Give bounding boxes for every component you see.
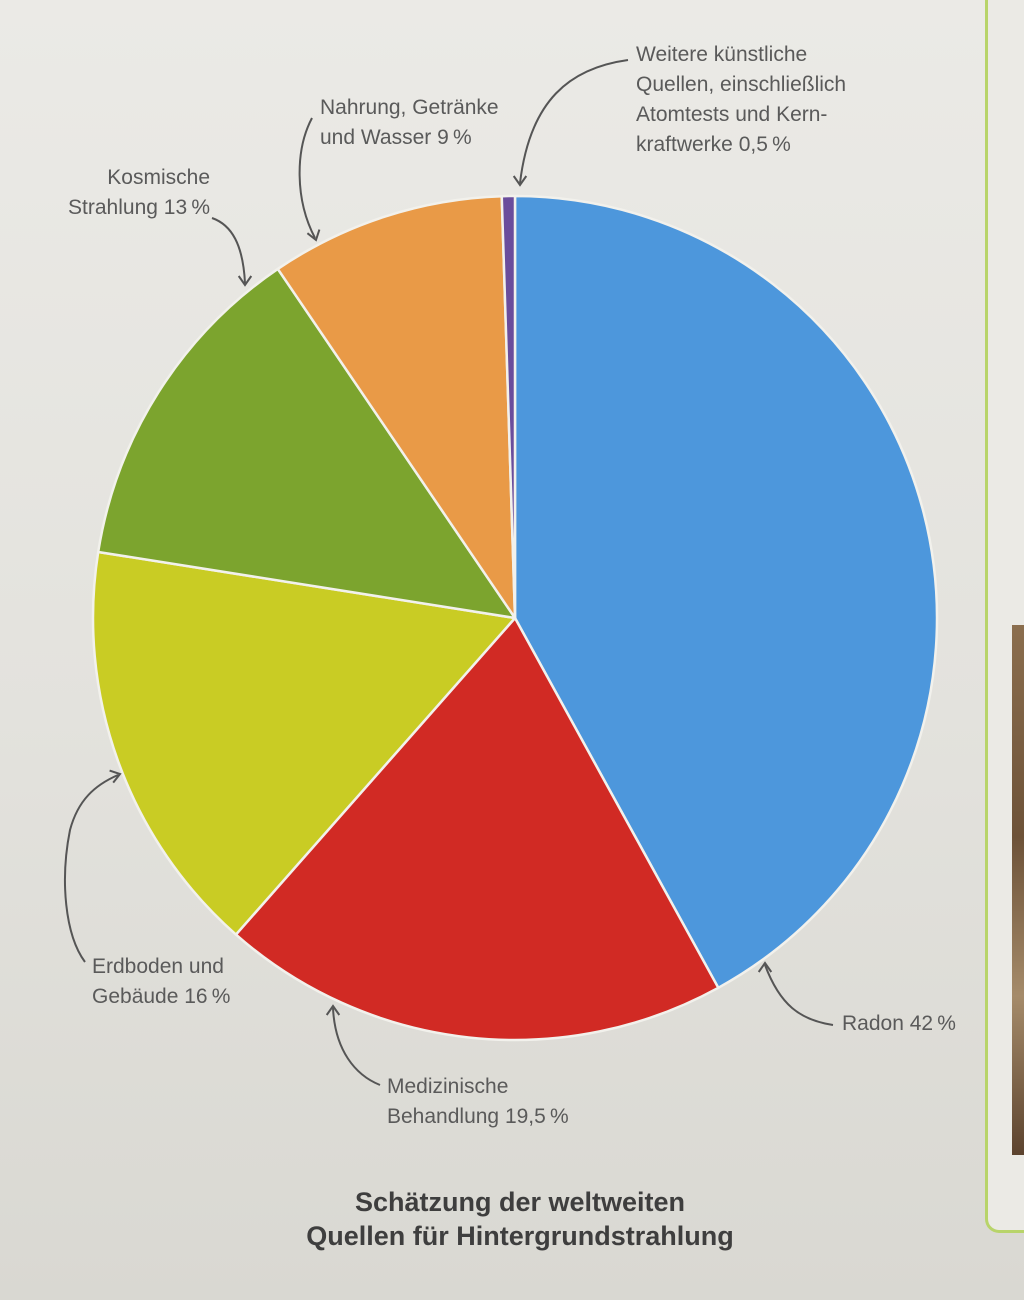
leader-line	[211, 217, 246, 284]
slice-label-medizinische-behandlung: Medizinische Behandlung 19,5 %	[387, 1075, 569, 1128]
pie-slice-nahrung-getraenke-und-wasser	[276, 194, 517, 620]
leader-arrowhead	[512, 175, 528, 187]
slice-label-line: Gebäude 16 %	[92, 985, 230, 1008]
slice-label-line: Medizinische	[387, 1075, 508, 1098]
slice-label-line: Radon 42 %	[842, 1012, 956, 1035]
chart-title-line-1: Schätzung der weltweiten	[354, 1187, 686, 1217]
chart-title-line-2: Quellen für Hintergrundstrahlung	[306, 1221, 734, 1251]
leader-line	[764, 964, 834, 1026]
leader-line	[298, 117, 316, 239]
pie-slice-kosmische-strahlung	[96, 267, 517, 620]
slice-label-line: Kosmische	[107, 166, 210, 189]
pie-slice-weitere-kuenstliche-quellen-einschliesslich-atomtests-und-kernkraftwerke	[500, 194, 517, 620]
pie-slice-erdboden-und-gebaeude	[91, 550, 517, 936]
slice-label-line: Erdboden und	[92, 955, 224, 978]
pie-slice-medizinische-behandlung	[234, 616, 720, 1042]
leader-arrowhead	[109, 769, 122, 784]
leader-line	[519, 59, 629, 184]
slice-label-radon: Radon 42 %	[842, 1012, 956, 1035]
slice-label-line: Behandlung 19,5 %	[387, 1105, 569, 1128]
slice-label-erdboden-und-gebaeude: Erdboden und Gebäude 16 %	[92, 955, 230, 1008]
slice-label-line: Atomtests und Kern-	[636, 103, 827, 126]
leader-line	[332, 1007, 381, 1086]
leader-arrowhead	[306, 229, 321, 242]
slice-label-nahrung-getraenke-und-wasser: Nahrung, Getränke und Wasser 9 %	[320, 96, 499, 149]
leader-arrowhead	[757, 961, 773, 973]
pie-slice-radon	[513, 194, 939, 990]
leader-arrowhead	[237, 275, 253, 287]
side-text-panel	[985, 0, 1024, 1233]
slice-label-line: Strahlung 13 %	[68, 196, 210, 219]
slice-label-line: kraftwerke 0,5 %	[636, 133, 791, 156]
leader-arrowhead	[325, 1004, 341, 1016]
slice-label-line: und Wasser 9 %	[320, 126, 472, 149]
side-photo	[1012, 625, 1024, 1155]
slice-label-line: Weitere künstliche	[636, 43, 807, 66]
leader-line	[64, 774, 119, 963]
slice-label-kosmische-strahlung: Kosmische Strahlung 13 %	[68, 166, 210, 219]
slice-label-weitere-kuenstliche-quellen-einschliesslich-atomtests-und-kernkraftwerke: Weitere künstliche Quellen, einschließlic…	[636, 43, 846, 156]
slice-label-line: Nahrung, Getränke	[320, 96, 499, 119]
chart-title: Schätzung der weltweiten Quellen für Hin…	[220, 1185, 820, 1253]
slice-label-line: Quellen, einschließlich	[636, 73, 846, 96]
